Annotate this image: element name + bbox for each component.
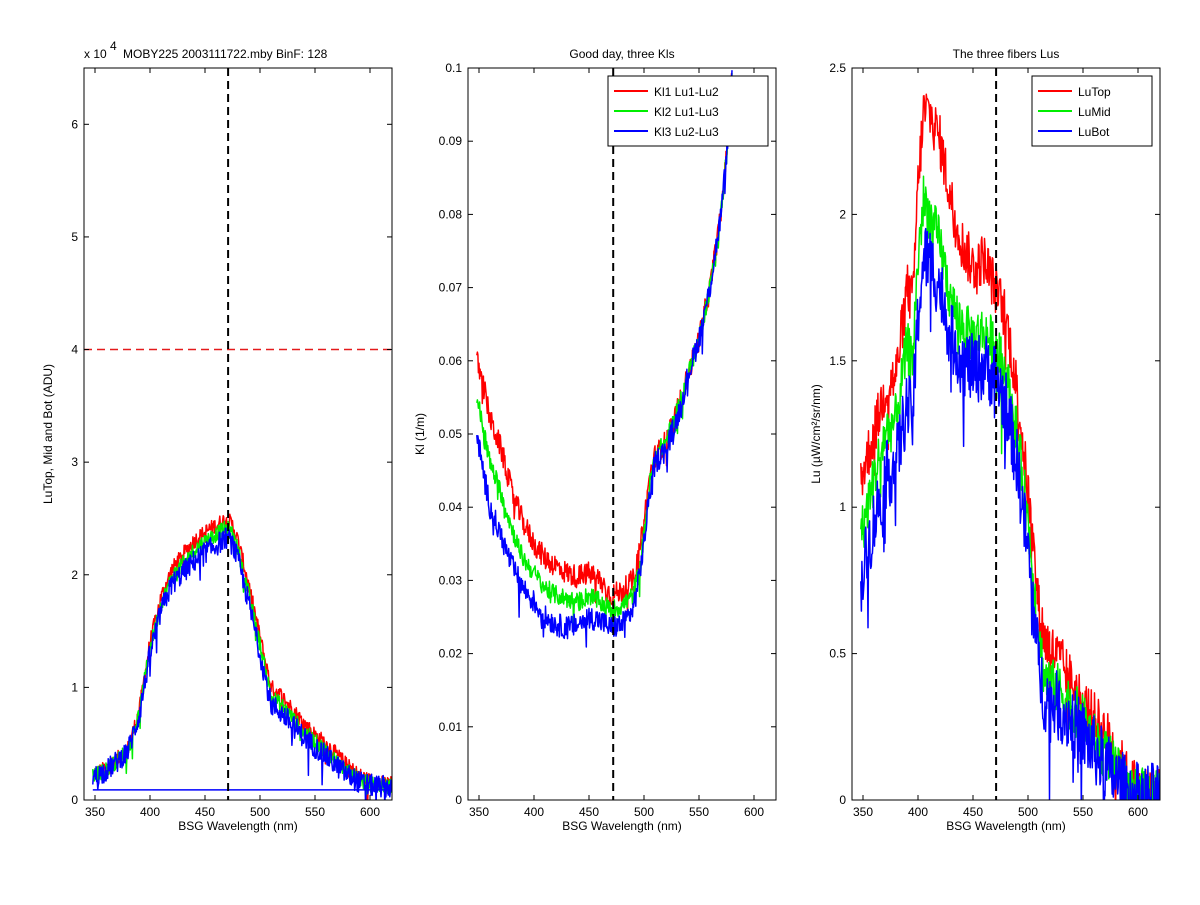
y-tick-label: 2: [839, 207, 846, 221]
plot-area: [860, 68, 1160, 800]
series-line-3: [860, 227, 1160, 800]
y-tick-label: 3: [71, 455, 78, 469]
x-tick-label: 550: [1073, 805, 1093, 819]
x-tick-label: 500: [250, 805, 270, 819]
y-tick-label: 0.05: [439, 427, 463, 441]
y-axis-label: Kl (1/m): [413, 413, 427, 455]
x-tick-label: 500: [1018, 805, 1038, 819]
chart-title: Good day, three Kls: [569, 47, 674, 61]
plot-area: [84, 68, 392, 800]
y-tick-label: 0.07: [439, 281, 463, 295]
x-tick-label: 450: [963, 805, 983, 819]
x-tick-label: 500: [634, 805, 654, 819]
legend-entry: Kl3 Lu2-Lu3: [654, 125, 719, 139]
x-tick-label: 600: [744, 805, 764, 819]
exponent-power: 4: [110, 39, 117, 53]
y-tick-label: 0.03: [439, 573, 463, 587]
x-tick-label: 400: [908, 805, 928, 819]
legend-entry: Kl2 Lu1-Lu3: [654, 105, 719, 119]
chart-title: The three fibers Lus: [953, 47, 1060, 61]
y-tick-label: 0: [839, 793, 846, 807]
y-tick-label: 5: [71, 230, 78, 244]
chart-panel-2: 350 400 450 500 550 600 0 0.01 0.02 0.03 0.04 0.05 0…: [413, 47, 777, 833]
x-axis-label: BSG Wavelength (nm): [562, 819, 682, 833]
x-tick-label: 350: [853, 805, 873, 819]
axes-box: [83, 67, 393, 801]
series-line-2: [476, 73, 733, 635]
chart-panel-1: 350 400 450 500 550 600 0 1 2 3 4 5 6 BSG Wavelength …: [41, 39, 393, 833]
x-tick-label: 350: [469, 805, 489, 819]
chart-title: MOBY225 2003111722.mby BinF: 128: [123, 47, 328, 61]
x-tick-label: 400: [140, 805, 160, 819]
y-tick-label: 4: [71, 343, 78, 357]
y-tick-label: 0.08: [439, 207, 463, 221]
y-tick-label: 0.09: [439, 134, 463, 148]
legend: Kl1 Lu1-Lu2 Kl2 Lu1-Lu3 Kl3 Lu2-Lu3: [607, 75, 769, 147]
x-tick-label: 450: [195, 805, 215, 819]
x-tick-label: 550: [689, 805, 709, 819]
y-tick-label: 1: [839, 500, 846, 514]
y-tick-label: 0.01: [439, 720, 463, 734]
legend-entry: LuBot: [1078, 125, 1110, 139]
y-tick-label: 0.02: [439, 647, 463, 661]
y-tick-label: 1.5: [829, 354, 846, 368]
plot-area: [476, 68, 733, 800]
y-tick-label: 2: [71, 568, 78, 582]
x-axis-label: BSG Wavelength (nm): [946, 819, 1066, 833]
x-tick-label: 400: [524, 805, 544, 819]
legend-entry: Kl1 Lu1-Lu2: [654, 85, 719, 99]
x-tick-label: 600: [1128, 805, 1148, 819]
legend-entry: LuTop: [1078, 85, 1111, 99]
x-tick-label: 350: [85, 805, 105, 819]
x-tick-label: 450: [579, 805, 599, 819]
y-tick-label: 0.04: [439, 500, 463, 514]
series-line-3: [92, 527, 392, 800]
chart-panel-3: 350 400 450 500 550 600 0 0.5 1 1.5 2 2.5 BSG Wavele…: [809, 47, 1161, 833]
y-tick-label: 0: [71, 793, 78, 807]
x-axis-label: BSG Wavelength (nm): [178, 819, 298, 833]
y-tick-label: 1: [71, 680, 78, 694]
y-axis-label: Lu (µW/cm²/sr/nm): [809, 384, 823, 484]
y-tick-label: 0: [455, 793, 462, 807]
x-tick-label: 600: [360, 805, 380, 819]
legend-entry: LuMid: [1078, 105, 1111, 119]
series-line-3: [476, 70, 733, 648]
y-tick-label: 0.1: [445, 61, 462, 75]
y-tick-label: 0.06: [439, 354, 463, 368]
y-tick-label: 2.5: [829, 61, 846, 75]
legend: LuTop LuMid LuBot: [1031, 75, 1153, 147]
x-tick-label: 550: [305, 805, 325, 819]
y-axis-label: LuTop, Mid and Bot (ADU): [41, 364, 55, 504]
exponent-label: x 10: [84, 47, 107, 61]
y-tick-label: 0.5: [829, 647, 846, 661]
y-tick-label: 6: [71, 117, 78, 131]
axes-box: [851, 67, 1161, 801]
